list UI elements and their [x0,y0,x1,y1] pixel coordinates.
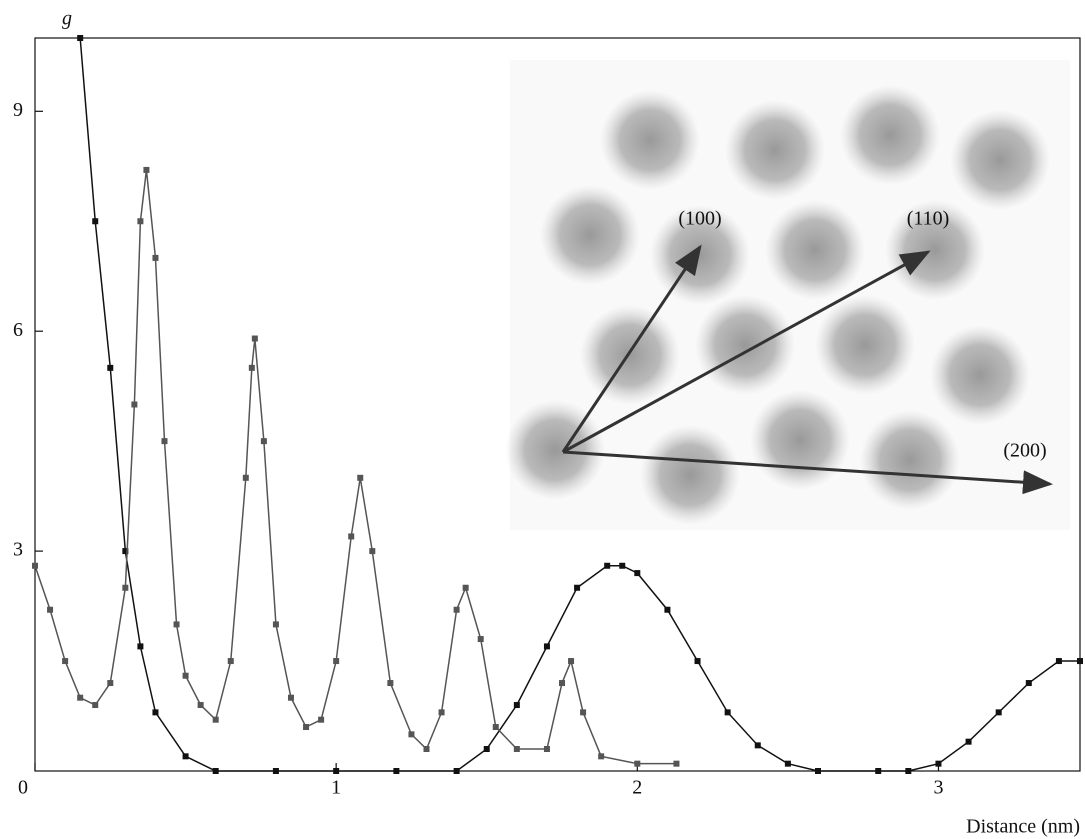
point [212,716,219,723]
point [965,738,972,745]
point [724,709,731,716]
point [143,166,150,173]
point [369,548,376,555]
point [122,584,129,591]
point [453,768,460,774]
point [598,753,605,760]
point [77,35,84,41]
annotation: (110) [907,208,950,230]
point [287,694,294,701]
point [1025,680,1032,687]
point [152,709,159,716]
point [694,658,701,665]
annotation: (200) [1003,440,1046,462]
point [242,474,249,481]
point [173,621,180,628]
point [483,746,490,753]
point [604,562,611,569]
point [462,584,469,591]
point [182,672,189,679]
point [543,746,550,753]
point [568,658,575,665]
point [814,768,821,774]
point [333,658,340,665]
point [227,658,234,665]
point [559,680,566,687]
point [754,742,761,749]
point [1055,658,1062,665]
point [408,731,415,738]
point [137,218,144,225]
point [272,768,279,774]
point [492,724,499,731]
point [212,768,219,774]
point [673,760,680,767]
point [107,364,114,371]
point [122,548,129,555]
point [634,760,641,767]
point [580,709,587,716]
x-tick-label: 0 [18,777,28,799]
point [664,606,671,613]
x-tick-label: 2 [632,777,642,799]
point [393,768,400,774]
point [619,562,626,569]
point [348,533,355,540]
point [387,680,394,687]
y-tick-label: 3 [13,539,23,561]
point [784,760,791,767]
plot-frame [34,37,1081,772]
point [543,643,550,650]
point [272,621,279,628]
point [513,702,520,709]
point [303,724,310,731]
point [47,606,54,613]
point [318,716,325,723]
y-tick-label: 9 [13,99,23,121]
point [137,643,144,650]
point [905,768,912,774]
point [1077,658,1083,665]
point [62,658,69,665]
point [438,709,445,716]
point [260,438,267,445]
point [574,584,581,591]
point [251,335,258,342]
point [182,753,189,760]
x-axis-label: Distance (nm) [966,816,1080,838]
point [77,694,84,701]
point [333,768,340,774]
point [107,680,114,687]
annotation: (100) [678,208,721,230]
point [131,401,138,408]
point [92,218,99,225]
point [634,570,641,577]
point [995,709,1002,716]
point [197,702,204,709]
point [935,760,942,767]
y-tick-label: 6 [13,319,23,341]
point [248,364,255,371]
point [513,746,520,753]
point [32,562,38,569]
point [92,702,99,709]
point [423,746,430,753]
point [875,768,882,774]
point [161,438,168,445]
micelle-inset: (100) (110) (200) [505,60,1070,530]
point [357,474,364,481]
point [477,636,484,643]
y-axis-label: g [62,8,72,30]
point [152,254,159,261]
point [453,606,460,613]
x-tick-label: 3 [933,777,943,799]
x-tick-label: 1 [331,777,341,799]
